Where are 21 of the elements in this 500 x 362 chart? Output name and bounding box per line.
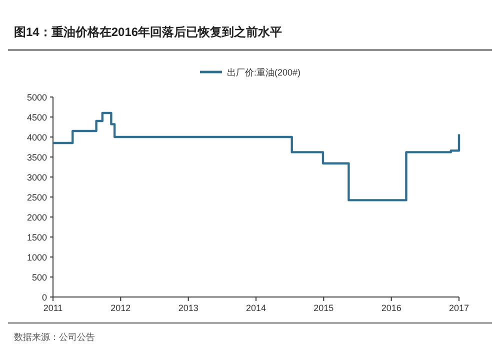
x-tick-label: 2014 (246, 303, 266, 313)
y-tick-label: 0 (42, 292, 47, 302)
x-tick-label: 2012 (110, 303, 131, 313)
chart-title: 图14：重油价格在2016年回落后已恢复到之前水平 (14, 25, 282, 39)
y-tick-label: 2500 (26, 192, 47, 202)
y-tick-label: 500 (32, 272, 47, 282)
y-tick-label: 5000 (26, 92, 47, 102)
y-tick-label: 3500 (26, 152, 47, 162)
source-note: 数据来源：公司公告 (14, 332, 95, 342)
y-tick-label: 1500 (26, 232, 47, 242)
y-tick-label: 4000 (26, 132, 47, 142)
legend-label: 出厂价:重油(200#) (227, 68, 301, 78)
x-tick-label: 2017 (448, 303, 470, 313)
y-tick-label: 2000 (26, 212, 47, 222)
y-tick-label: 1000 (26, 252, 47, 262)
x-tick-label: 2016 (381, 303, 402, 313)
y-tick-label: 4500 (26, 112, 47, 122)
x-tick-label: 2011 (43, 303, 63, 313)
x-tick-label: 2013 (178, 303, 198, 313)
y-tick-label: 3000 (26, 172, 47, 182)
x-tick-label: 2015 (314, 303, 334, 313)
